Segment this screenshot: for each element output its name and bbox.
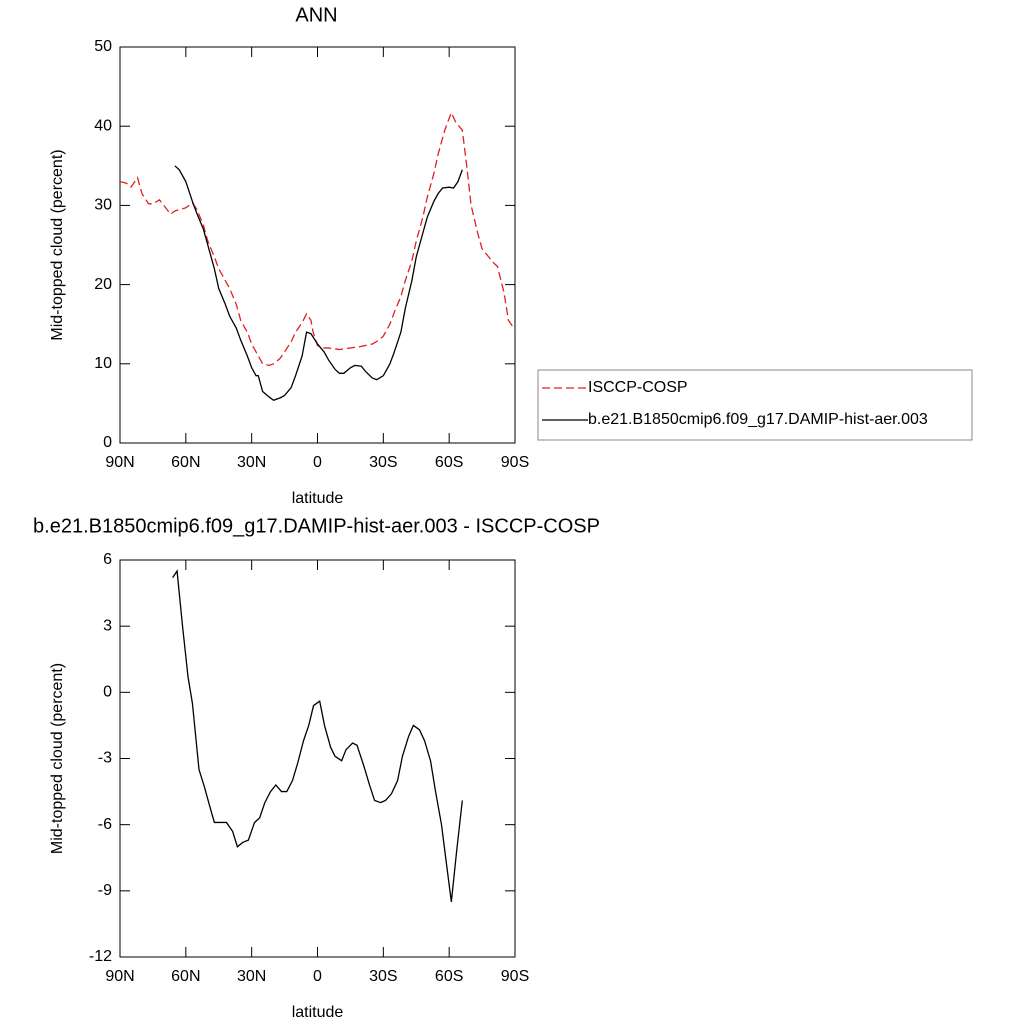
x-tick-label: 30S	[369, 968, 397, 985]
x-tick-label: 90S	[501, 454, 529, 471]
x-tick-label: 60S	[435, 968, 463, 985]
x-tick-label: 60N	[171, 968, 200, 985]
x-tick-label: 90N	[105, 454, 134, 471]
y-tick-label: 30	[94, 197, 112, 214]
x-tick-label: 30N	[237, 454, 266, 471]
y-tick-label: 10	[94, 355, 112, 372]
y-tick-label: 3	[103, 617, 112, 634]
plot-frame	[119, 46, 516, 444]
legend-label: b.e21.B1850cmip6.f09_g17.DAMIP-hist-aer.…	[588, 411, 928, 428]
legend: ISCCP-COSP b.e21.B1850cmip6.f09_g17.DAMIP…	[537, 369, 973, 441]
x-tick-label: 0	[313, 968, 322, 985]
y-tick-label: 50	[94, 38, 112, 55]
x-tick-label: 0	[313, 454, 322, 471]
y-tick-label: 20	[94, 276, 112, 293]
x-tick-label: 90S	[501, 968, 529, 985]
y-axis-label: Mid-topped cloud (percent)	[49, 663, 66, 854]
x-tick-label: 60N	[171, 454, 200, 471]
plot-frame	[119, 559, 516, 958]
y-tick-label: -12	[89, 948, 112, 965]
y-tick-label: 6	[103, 551, 112, 568]
x-tick-label: 60S	[435, 454, 463, 471]
data-line	[174, 165, 463, 401]
chart-title: b.e21.B1850cmip6.f09_g17.DAMIP-hist-aer.…	[33, 515, 600, 537]
y-axis-label: Mid-topped cloud (percent)	[49, 149, 66, 340]
y-tick-label: -9	[98, 882, 112, 899]
data-line	[172, 569, 463, 902]
chart-title: ANN	[295, 4, 337, 26]
data-line	[119, 111, 516, 367]
y-tick-label: 40	[94, 117, 112, 134]
y-tick-label: 0	[103, 434, 112, 451]
x-axis-label: latitude	[292, 490, 344, 507]
legend-label: ISCCP-COSP	[588, 379, 688, 396]
x-axis-label: latitude	[292, 1004, 344, 1021]
y-tick-label: -3	[98, 750, 112, 767]
x-tick-label: 30N	[237, 968, 266, 985]
legend-box	[537, 369, 973, 441]
x-tick-label: 90N	[105, 968, 134, 985]
x-tick-label: 30S	[369, 454, 397, 471]
y-tick-label: 0	[103, 684, 112, 701]
y-tick-label: -6	[98, 816, 112, 833]
